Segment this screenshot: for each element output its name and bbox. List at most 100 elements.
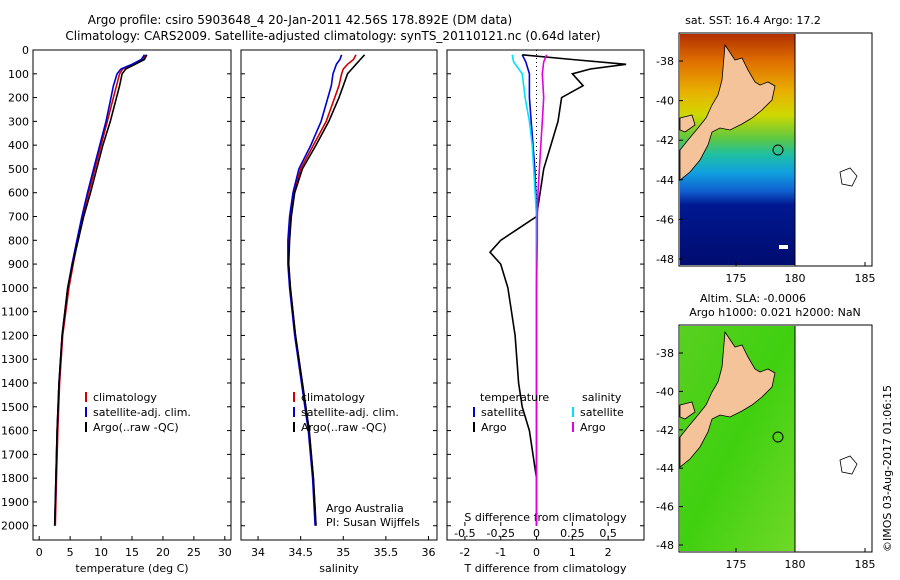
salinity-profile-panel: 34 34.5 35 35.5 36 salinity climatology satelli… (240, 49, 438, 575)
top-x-tick-label: 0.5 (599, 527, 617, 540)
map-y-tick-label: -46 (656, 501, 674, 514)
x-tick-label: 1 (569, 546, 576, 559)
sst-map-panel: sat. SST: 16.4 Argo: 17.2 175 180 185 -38 -4… (656, 14, 875, 285)
y-tick-label: 100 (8, 68, 29, 81)
x-tick-label: 10 (94, 546, 108, 559)
map-y-tick-label: -40 (656, 95, 674, 108)
y-tick-label: 1700 (1, 448, 29, 461)
y-tick-label: 0 (22, 44, 29, 57)
legend-label: satellite-adj. clim. (301, 406, 399, 419)
x-tick-label: 36 (421, 546, 435, 559)
map-y-tick-label: -38 (656, 55, 674, 68)
legend-label: Argo (580, 421, 606, 434)
x-axis-label: temperature (deg C) (75, 562, 188, 575)
x-tick-label: -2 (459, 546, 470, 559)
x-tick-label: 30 (218, 546, 232, 559)
sla-island (839, 455, 858, 475)
map-y-tick-label: -42 (656, 424, 674, 437)
sst-land-mass (679, 43, 776, 181)
y-tick-label: 1500 (1, 401, 29, 414)
legend-header: temperature (480, 391, 549, 404)
x-axis-label: T difference from climatology (464, 562, 627, 575)
sst-map-axes: 175 180 185 -38 -40 -42 -44 -46 -48 (656, 55, 875, 285)
map-y-tick-label: -48 (656, 253, 674, 266)
y-tick-label: 1600 (1, 425, 29, 438)
y-tick-label: 1200 (1, 329, 29, 342)
x-tick-label: 5 (67, 546, 74, 559)
map-y-tick-label: -48 (656, 539, 674, 552)
legend-label: satellite (580, 406, 624, 419)
plot-frame (446, 49, 645, 541)
y-tick-label: 1800 (1, 472, 29, 485)
map-x-tick-label: 180 (785, 272, 806, 285)
annotation-text: Argo Australia (326, 502, 404, 515)
legend-label: satellite-adj. clim. (93, 406, 191, 419)
legend-label: Argo(..raw -QC) (301, 421, 387, 434)
x-tick-label: 20 (156, 546, 170, 559)
sla-map-title-line2: Argo h1000: 0.021 h2000: NaN (689, 306, 861, 319)
legend-label: Argo(..raw -QC) (93, 421, 179, 434)
legend-header: salinity (582, 391, 622, 404)
y-tick-label: 400 (8, 139, 29, 152)
y-tick-label: 1000 (1, 282, 29, 295)
y-tick-label: 1100 (1, 306, 29, 319)
y-tick-label: 300 (8, 115, 29, 128)
map-y-tick-label: -44 (656, 174, 674, 187)
plot-frame (32, 49, 232, 541)
series-line-0 (287, 54, 357, 526)
y-tick-label: 700 (8, 211, 29, 224)
x-tick-label: 25 (187, 546, 201, 559)
x-axis-label: salinity (319, 562, 359, 575)
top-x-tick-label: -0.5 (454, 527, 475, 540)
legend-label: satellite (481, 406, 525, 419)
map-y-tick-label: -40 (656, 385, 674, 398)
x-tick-label: -1 (495, 546, 506, 559)
x-tick-label: 0 (533, 546, 540, 559)
sst-map-title: sat. SST: 16.4 Argo: 17.2 (685, 14, 821, 27)
difference-profile-panel: -2 -1 0 1 2 T difference from climatology -0.5… (446, 49, 645, 575)
sst-scale-mark (779, 245, 788, 249)
figure-title-line2: Climatology: CARS2009. Satellite-adjuste… (65, 29, 600, 43)
sst-argo-marker (772, 144, 784, 156)
map-y-tick-label: -42 (656, 134, 674, 147)
y-tick-label: 1300 (1, 353, 29, 366)
figure-title-line1: Argo profile: csiro 5903648_4 20-Jan-201… (88, 13, 512, 27)
x-tick-label: 15 (125, 546, 139, 559)
y-tick-label: 1900 (1, 496, 29, 509)
temperature-profile-panel: 0100200300400500600700800900100011001200… (1, 44, 232, 575)
series-line-2 (53, 54, 148, 526)
y-tick-label: 2000 (1, 520, 29, 533)
legend-label: Argo (481, 421, 507, 434)
legend-label: climatology (301, 391, 365, 404)
y-tick-label: 1400 (1, 377, 29, 390)
sla-map-axes: 175 180 185 -38 -40 -42 -44 -46 -48 (656, 347, 875, 571)
map-x-tick-label: 185 (855, 558, 876, 571)
sla-map-title-line1: Altim. SLA: -0.0006 (700, 292, 806, 305)
x-tick-label: 34 (251, 546, 265, 559)
x-tick-label: 34.5 (288, 546, 313, 559)
map-y-tick-label: -38 (656, 347, 674, 360)
series-line-1 (488, 54, 627, 526)
sst-land-fragment (679, 114, 696, 133)
series-line-0 (54, 54, 147, 526)
top-x-tick-label: 0.25 (560, 527, 585, 540)
x-tick-label: 35.5 (374, 546, 399, 559)
y-tick-label: 800 (8, 234, 29, 247)
sla-map-panel: Altim. SLA: -0.0006 Argo h1000: 0.021 h2… (656, 292, 875, 571)
map-y-tick-label: -44 (656, 462, 674, 475)
series-line-2 (287, 54, 366, 526)
top-x-tick-label: 0 (533, 527, 540, 540)
map-y-tick-label: -46 (656, 213, 674, 226)
y-tick-label: 500 (8, 163, 29, 176)
y-tick-label: 600 (8, 187, 29, 200)
annotation-text: PI: Susan Wijffels (326, 516, 420, 529)
x-tick-label: 2 (605, 546, 612, 559)
x-tick-label: 35 (336, 546, 350, 559)
sla-argo-marker (772, 431, 784, 443)
legend-label: climatology (93, 391, 157, 404)
sla-land-fragment (679, 401, 696, 420)
top-x-axis-label: S difference from climatology (464, 511, 627, 524)
y-tick-label: 900 (8, 258, 29, 271)
map-x-tick-label: 180 (785, 558, 806, 571)
